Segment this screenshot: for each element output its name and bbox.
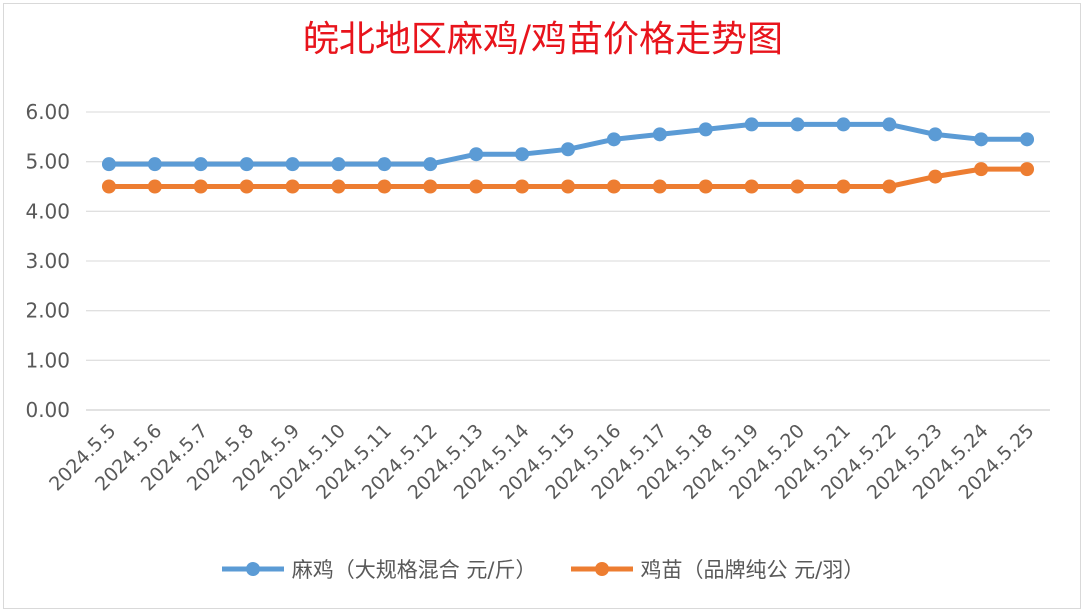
data-point-series-1 [469,147,484,162]
data-point-series-2 [331,179,346,194]
data-point-series-2 [974,162,989,177]
y-tick-label: 0.00 [25,398,70,422]
data-point-series-2 [101,179,116,194]
data-point-series-1 [698,122,713,137]
chart-area [3,3,1081,609]
legend: 麻鸡（大规格混合 元/斤） 鸡苗（品牌纯公 元/羽） [0,552,1086,586]
data-point-series-2 [239,179,254,194]
data-point-series-1 [239,157,254,172]
y-tick-label: 2.00 [25,299,70,323]
data-point-series-2 [515,179,530,194]
data-point-series-2 [606,179,621,194]
legend-item-series-2: 鸡苗（品牌纯公 元/羽） [570,554,865,584]
data-point-series-1 [652,127,667,142]
y-tick-label: 1.00 [25,348,70,372]
data-point-series-1 [928,127,943,142]
data-point-series-2 [469,179,484,194]
data-point-series-2 [561,179,575,194]
data-point-series-2 [285,179,300,194]
data-point-series-2 [652,179,667,194]
data-point-series-2 [698,179,713,194]
data-point-series-1 [515,147,530,162]
data-point-series-1 [331,157,346,172]
legend-item-series-1: 麻鸡（大规格混合 元/斤） [221,554,537,584]
legend-label-series-2: 鸡苗（品牌纯公 元/羽） [640,558,865,582]
data-point-series-1 [606,132,621,147]
data-point-series-1 [561,142,575,157]
data-point-series-1 [882,117,897,132]
data-point-series-1 [423,157,438,172]
data-point-series-1 [193,157,208,172]
legend-label-series-1: 麻鸡（大规格混合 元/斤） [291,558,537,582]
y-tick-label: 6.00 [25,100,70,124]
y-tick-label: 4.00 [25,199,70,223]
data-point-series-1 [744,117,759,132]
data-point-series-1 [836,117,851,132]
data-point-series-2 [744,179,759,194]
legend-swatch-series-2 [570,562,633,576]
data-point-series-2 [836,179,851,194]
data-point-series-2 [882,179,897,194]
data-point-series-1 [285,157,300,172]
data-point-series-1 [974,132,989,147]
data-point-series-1 [101,157,116,172]
data-point-series-2 [147,179,162,194]
y-tick-label: 5.00 [25,150,70,174]
data-point-series-2 [928,169,943,184]
data-point-series-2 [423,179,438,194]
y-tick-label: 3.00 [25,249,70,273]
data-point-series-2 [193,179,208,194]
data-point-series-1 [790,117,805,132]
data-point-series-2 [377,179,392,194]
series-lines [101,117,1035,194]
data-point-series-1 [147,157,162,172]
y-axis-tick-labels: 0.00 1.00 2.00 3.00 4.00 5.00 6.00 [25,100,70,422]
data-point-series-1 [1020,132,1035,147]
data-point-series-2 [790,179,805,194]
x-axis-tick-labels: 2024.5.52024.5.62024.5.72024.5.82024.5.9… [45,420,1038,504]
gridlines [86,111,1050,411]
data-point-series-2 [1020,162,1035,177]
chart-title: 皖北地区麻鸡/鸡苗价格走势图 [302,19,784,60]
legend-swatch-series-1 [221,562,284,576]
data-point-series-1 [377,157,392,172]
